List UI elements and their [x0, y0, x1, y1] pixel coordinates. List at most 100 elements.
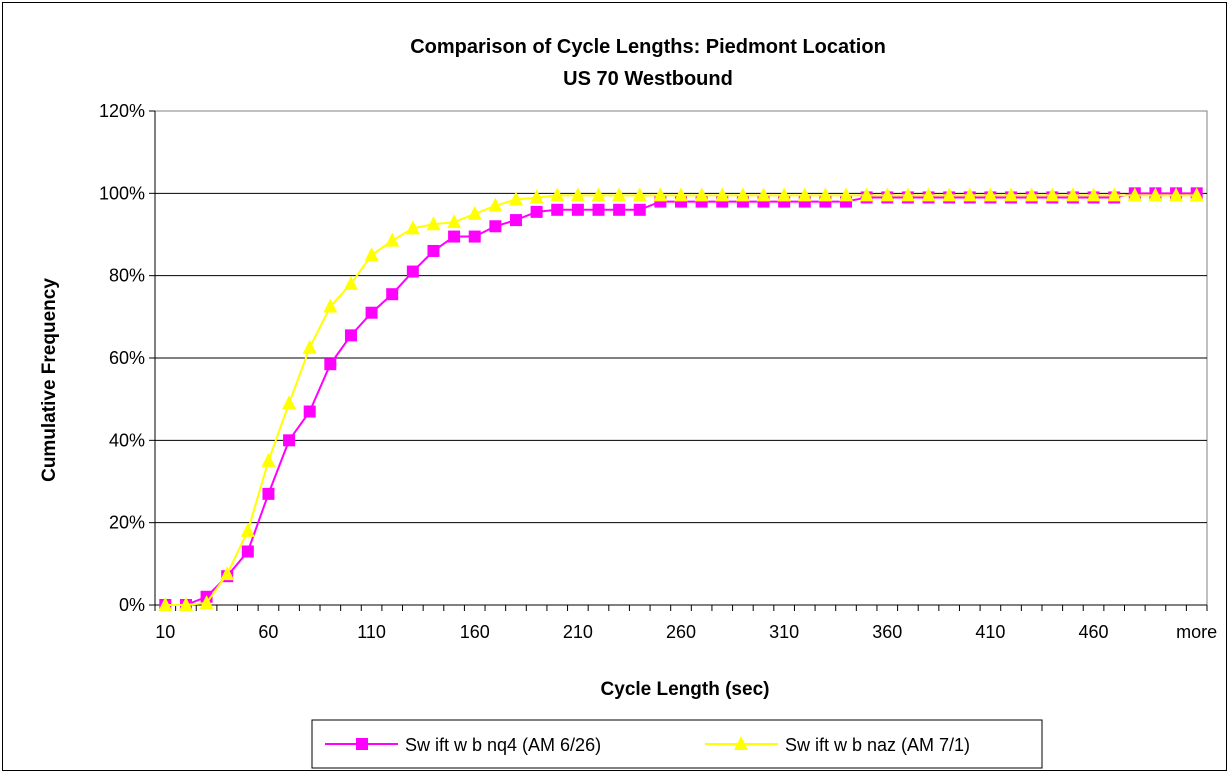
- chart-subtitle: US 70 Westbound: [563, 68, 733, 90]
- data-point: [447, 214, 462, 229]
- data-point: [900, 187, 915, 202]
- x-tick-label: 460: [1079, 622, 1109, 642]
- data-point: [715, 187, 730, 202]
- x-axis-ticks: 10 60 110 160 210 260 310 360 410 460 more: [154, 604, 1217, 642]
- data-point: [859, 187, 874, 202]
- data-point: [1169, 187, 1184, 202]
- x-tick-label: 410: [975, 622, 1005, 642]
- y-tick-label: 0%: [119, 595, 145, 615]
- data-point: [613, 203, 626, 216]
- data-point: [633, 203, 646, 216]
- y-tick-label: 40%: [109, 430, 145, 450]
- data-point: [468, 230, 481, 243]
- x-axis-title: Cycle Length (sec): [601, 679, 770, 700]
- data-point: [983, 187, 998, 202]
- data-point: [962, 187, 977, 202]
- data-point: [653, 187, 668, 202]
- y-axis-ticks: 0% 20% 40% 60% 80% 100% 120%: [99, 101, 156, 615]
- data-point: [323, 298, 338, 313]
- data-point: [343, 275, 358, 290]
- x-tick-label: 360: [872, 622, 902, 642]
- data-point: [261, 452, 276, 467]
- data-point: [364, 247, 379, 262]
- data-point: [735, 187, 750, 202]
- data-point: [406, 265, 419, 278]
- data-point: [570, 187, 585, 202]
- data-point: [1189, 187, 1204, 202]
- data-point: [777, 187, 792, 202]
- data-point: [282, 395, 297, 410]
- data-point: [1086, 187, 1101, 202]
- data-point: [199, 594, 214, 609]
- data-point: [674, 187, 688, 202]
- data-point: [550, 187, 565, 202]
- data-point: [302, 339, 317, 354]
- data-point: [262, 487, 275, 500]
- data-point: [324, 358, 337, 371]
- data-point: [1065, 187, 1080, 202]
- legend-marker-series-2: [734, 736, 748, 750]
- y-tick-label: 120%: [99, 101, 145, 121]
- y-tick-label: 20%: [109, 513, 145, 533]
- x-tick-label: 60: [258, 622, 278, 642]
- data-point: [448, 230, 461, 243]
- data-point: [427, 244, 440, 257]
- data-point: [756, 187, 771, 202]
- y-tick-label: 60%: [109, 348, 145, 368]
- data-point: [1045, 187, 1060, 202]
- data-point: [220, 566, 235, 581]
- data-point: [1127, 187, 1142, 202]
- data-point: [632, 187, 647, 202]
- data-point: [1107, 187, 1122, 202]
- data-point: [283, 434, 296, 447]
- data-point: [591, 187, 606, 202]
- data-point: [942, 187, 957, 202]
- data-point: [509, 214, 522, 227]
- data-point: [489, 220, 502, 233]
- data-point: [405, 220, 420, 235]
- data-point: [551, 203, 564, 216]
- data-point: [921, 187, 936, 202]
- data-point: [240, 522, 255, 537]
- data-point: [530, 205, 543, 218]
- data-point: [386, 288, 399, 301]
- x-tick-label: 310: [769, 622, 799, 642]
- data-point: [467, 205, 482, 220]
- data-point: [818, 187, 833, 202]
- data-point: [158, 597, 173, 611]
- data-point: [365, 306, 378, 319]
- data-point: [612, 187, 627, 202]
- data-point: [426, 216, 441, 231]
- y-tick-label: 80%: [109, 266, 145, 286]
- legend: Sw ift w b nq4 (AM 6/26) Sw ift w b naz …: [311, 719, 1043, 769]
- legend-label-series-2: Sw ift w b naz (AM 7/1): [785, 735, 970, 755]
- data-point: [694, 187, 709, 202]
- x-tick-label: 210: [563, 622, 593, 642]
- data-point: [178, 597, 193, 611]
- chart-title: Comparison of Cycle Lengths: Piedmont Lo…: [410, 36, 886, 58]
- x-tick-label: 10: [155, 622, 175, 642]
- data-point: [839, 187, 854, 202]
- data-point: [385, 232, 400, 247]
- data-point: [488, 197, 503, 212]
- data-point: [303, 405, 316, 418]
- data-point: [344, 329, 357, 342]
- data-point: [880, 187, 895, 202]
- x-tick-label: more: [1176, 622, 1217, 642]
- data-point: [1004, 187, 1019, 202]
- series-layer: [158, 187, 1204, 611]
- data-point: [797, 187, 812, 202]
- data-point: [1024, 187, 1039, 202]
- legend-label-series-1: Sw ift w b nq4 (AM 6/26): [405, 735, 601, 755]
- legend-marker-series-1: [356, 738, 368, 750]
- data-point: [529, 189, 544, 204]
- y-axis-title: Cumulative Frequency: [39, 278, 60, 482]
- legend-box: [311, 719, 1043, 769]
- data-point: [571, 203, 584, 216]
- series-2: [158, 187, 1204, 611]
- x-tick-label: 110: [357, 622, 386, 642]
- data-point: [508, 191, 523, 206]
- data-point: [592, 203, 605, 216]
